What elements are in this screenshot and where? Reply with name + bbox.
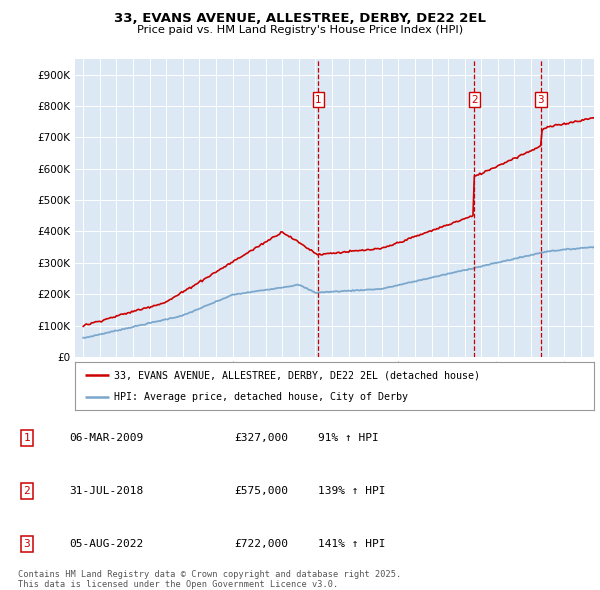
Text: 1: 1: [23, 433, 31, 443]
Text: 2: 2: [23, 486, 31, 496]
Text: HPI: Average price, detached house, City of Derby: HPI: Average price, detached house, City…: [114, 392, 408, 402]
Text: 31-JUL-2018: 31-JUL-2018: [69, 486, 143, 496]
Text: 3: 3: [538, 95, 544, 105]
Text: £575,000: £575,000: [234, 486, 288, 496]
Text: £722,000: £722,000: [234, 539, 288, 549]
Text: 141% ↑ HPI: 141% ↑ HPI: [318, 539, 386, 549]
Text: 139% ↑ HPI: 139% ↑ HPI: [318, 486, 386, 496]
Text: Price paid vs. HM Land Registry's House Price Index (HPI): Price paid vs. HM Land Registry's House …: [137, 25, 463, 35]
Text: 06-MAR-2009: 06-MAR-2009: [69, 433, 143, 443]
Text: £327,000: £327,000: [234, 433, 288, 443]
Text: 91% ↑ HPI: 91% ↑ HPI: [318, 433, 379, 443]
Text: Contains HM Land Registry data © Crown copyright and database right 2025.
This d: Contains HM Land Registry data © Crown c…: [18, 570, 401, 589]
Text: 33, EVANS AVENUE, ALLESTREE, DERBY, DE22 2EL (detached house): 33, EVANS AVENUE, ALLESTREE, DERBY, DE22…: [114, 370, 480, 380]
Text: 2: 2: [471, 95, 478, 105]
Text: 3: 3: [23, 539, 31, 549]
Text: 33, EVANS AVENUE, ALLESTREE, DERBY, DE22 2EL: 33, EVANS AVENUE, ALLESTREE, DERBY, DE22…: [114, 12, 486, 25]
Text: 05-AUG-2022: 05-AUG-2022: [69, 539, 143, 549]
Text: 1: 1: [315, 95, 322, 105]
